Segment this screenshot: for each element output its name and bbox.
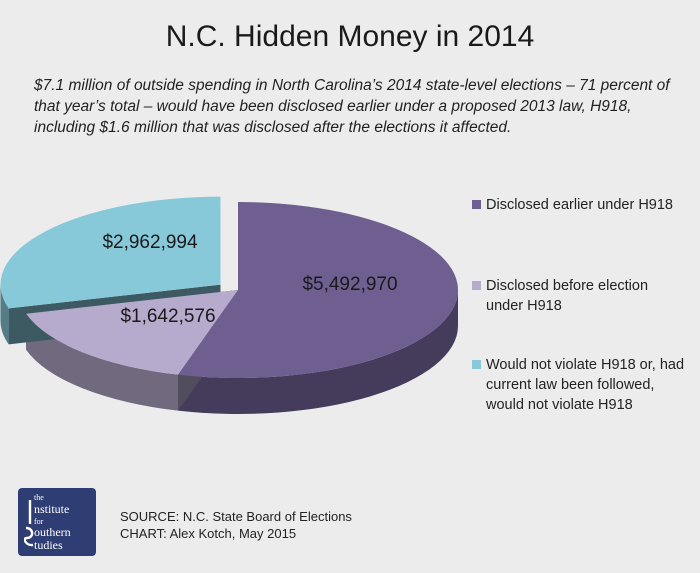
legend-swatch bbox=[472, 200, 481, 209]
slice-disclosed-before-election-side bbox=[26, 313, 179, 411]
source-credit: SOURCE: N.C. State Board of Elections CH… bbox=[120, 508, 352, 542]
institute-logo: the nstitute for outhern tudies bbox=[18, 488, 96, 556]
legend-item-disclosed-earlier: Disclosed earlier under H918 bbox=[472, 195, 687, 215]
slice-would-not-violate-value-label: $2,962,994 bbox=[102, 232, 198, 253]
slice-would-not-violate bbox=[0, 196, 221, 309]
institute-mark-icon bbox=[24, 500, 34, 547]
slice-disclosed-earlier-side bbox=[178, 290, 459, 415]
slice-disclosed-before-election bbox=[26, 290, 238, 375]
source-text: SOURCE: N.C. State Board of Elections bbox=[120, 509, 352, 524]
legend-label: Disclosed before election under H918 bbox=[486, 278, 649, 314]
credit-text: CHART: Alex Kotch, May 2015 bbox=[120, 526, 297, 541]
chart-subtitle: $7.1 million of outside spending in Nort… bbox=[34, 77, 670, 136]
slice-disclosed-before-election-value-label: $1,642,576 bbox=[120, 306, 215, 327]
pie-chart: $5,492,970 $1,642,576 $2,962,994 bbox=[0, 196, 459, 415]
legend-item-would-not-violate: Would not violate H918 or, had current l… bbox=[472, 355, 687, 415]
legend-label: Would not violate H918 or, had current l… bbox=[486, 357, 685, 413]
legend-label: Disclosed earlier under H918 bbox=[486, 197, 673, 213]
legend-swatch bbox=[472, 360, 481, 369]
legend-swatch bbox=[472, 281, 481, 290]
chart-title: N.C. Hidden Money in 2014 bbox=[165, 20, 535, 53]
slice-disclosed-earlier bbox=[178, 202, 458, 378]
slice-disclosed-earlier-value-label: $5,492,970 bbox=[302, 274, 397, 295]
legend-item-disclosed-before-election: Disclosed before election under H918 bbox=[472, 276, 687, 316]
